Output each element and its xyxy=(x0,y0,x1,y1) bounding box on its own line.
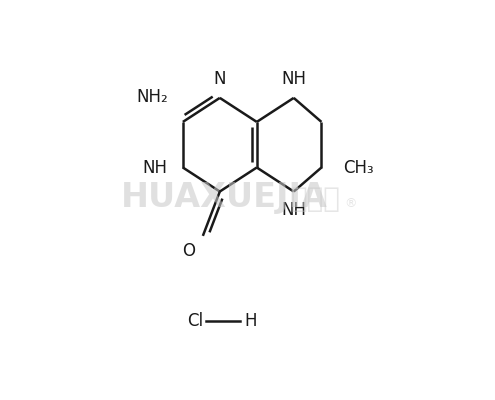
Text: H: H xyxy=(245,312,257,330)
Text: HUAXUEJIA: HUAXUEJIA xyxy=(121,181,328,214)
Text: NH: NH xyxy=(142,158,167,176)
Text: 化学间: 化学间 xyxy=(291,185,341,213)
Text: NH: NH xyxy=(281,70,306,88)
Text: Cl: Cl xyxy=(187,312,203,330)
Text: ®: ® xyxy=(345,197,357,210)
Text: CH₃: CH₃ xyxy=(343,158,374,176)
Text: O: O xyxy=(183,242,196,260)
Text: N: N xyxy=(213,70,226,88)
Text: NH: NH xyxy=(281,201,306,219)
Text: NH₂: NH₂ xyxy=(136,88,168,106)
